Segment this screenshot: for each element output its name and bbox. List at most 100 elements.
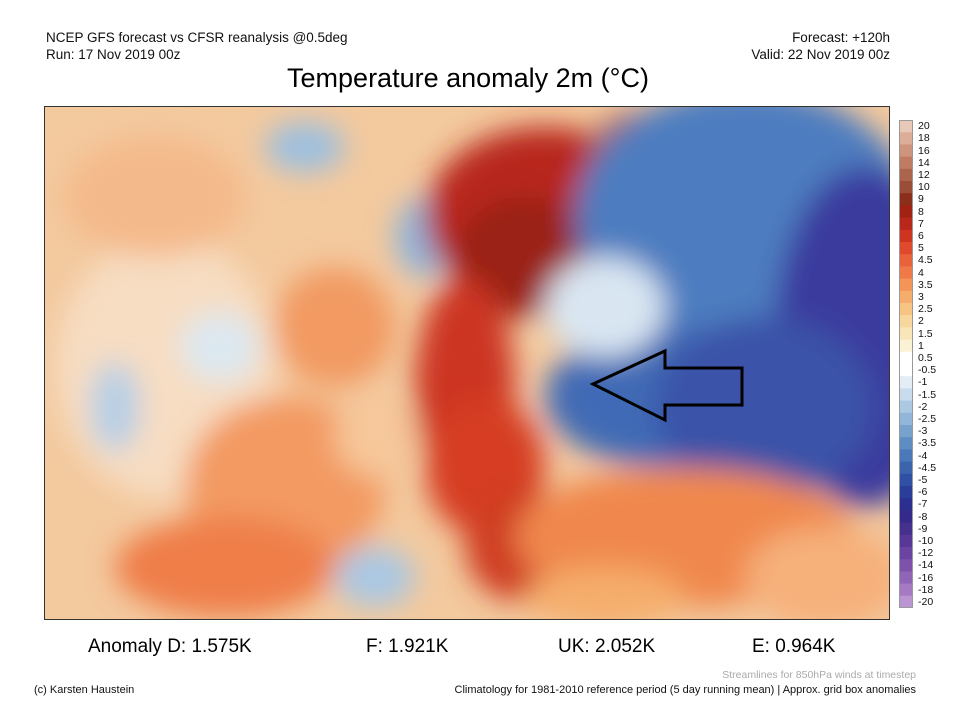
run-label: Run: 17 Nov 2019 00z xyxy=(46,47,181,62)
colorbar-swatch xyxy=(899,351,913,365)
colorbar-swatch xyxy=(899,510,913,523)
colorbar-tick-label: -2 xyxy=(918,400,928,413)
colorbar-swatch xyxy=(899,315,913,328)
colorbar-tick-label: 12 xyxy=(918,168,930,181)
colorbar-tick-label: 20 xyxy=(918,120,930,133)
colorbar-swatch xyxy=(899,522,913,536)
west-pointing-arrow xyxy=(589,348,744,423)
colorbar-swatch xyxy=(899,595,913,608)
colorbar-swatch xyxy=(899,425,913,438)
colorbar-swatch xyxy=(899,534,913,548)
colorbar-swatch xyxy=(899,144,913,157)
colorbar-tick-label: -7 xyxy=(918,498,928,511)
climatology-note: Climatology for 1981-2010 reference peri… xyxy=(454,684,916,696)
colorbar-swatch xyxy=(899,278,913,292)
colorbar-swatch xyxy=(899,498,913,511)
colorbar-tick-label: 1 xyxy=(918,339,924,352)
colorbar-tick-label: -9 xyxy=(918,522,928,535)
colorbar-swatch xyxy=(899,242,913,255)
colorbar-swatch xyxy=(899,571,913,584)
colorbar-tick-label: 18 xyxy=(918,132,930,145)
colorbar-swatch xyxy=(899,473,913,487)
colorbar-tick-label: -6 xyxy=(918,486,928,499)
colorbar-tick-label: -16 xyxy=(918,571,934,584)
colorbar-swatch xyxy=(899,254,913,267)
colorbar-swatch xyxy=(899,583,913,597)
colorbar-tick-label: -5 xyxy=(918,473,928,486)
colorbar-tick-label: -3 xyxy=(918,425,928,438)
colorbar-swatch xyxy=(899,193,913,206)
header-right: Forecast: +120h Valid: 22 Nov 2019 00z xyxy=(751,29,890,63)
colorbar-tick-label: 9 xyxy=(918,193,924,206)
colorbar-swatch xyxy=(899,168,913,182)
colorbar-swatch xyxy=(899,486,913,499)
colorbar-swatch xyxy=(899,290,913,304)
streamlines-note: Streamlines for 850hPa winds at timestep xyxy=(722,669,916,681)
colorbar-swatch xyxy=(899,388,913,401)
colorbar-tick-label: -12 xyxy=(918,547,934,560)
colorbar-tick-label: 7 xyxy=(918,217,924,230)
colorbar-tick-label: 10 xyxy=(918,181,930,194)
colorbar-tick-label: -18 xyxy=(918,583,934,596)
colorbar-tick-label: 4 xyxy=(918,266,924,279)
forecast-label: Forecast: +120h xyxy=(792,30,890,45)
colorbar-tick-label: 1.5 xyxy=(918,327,933,340)
colorbar-swatch xyxy=(899,437,913,450)
header-left: NCEP GFS forecast vs CFSR reanalysis @0.… xyxy=(46,29,348,63)
colorbar-tick-label: -1.5 xyxy=(918,388,937,401)
colorbar-labels: 20 18 16 14 12 10 9 8 7 6 5 4.5 4 3.5 3 2.5 2 1.5 1 0.5 -0.5… xyxy=(918,120,958,608)
anomaly-e: E: 0.964K xyxy=(752,636,836,657)
anomaly-uk: UK: 2.052K xyxy=(558,636,656,657)
colorbar-swatch xyxy=(899,132,913,145)
model-label: NCEP GFS forecast vs CFSR reanalysis @0.… xyxy=(46,30,348,45)
colorbar-tick-label: -4 xyxy=(918,449,928,462)
colorbar-tick-label: 5 xyxy=(918,242,924,255)
valid-label: Valid: 22 Nov 2019 00z xyxy=(751,47,890,62)
colorbar-swatch xyxy=(899,181,913,194)
colorbar xyxy=(899,120,913,608)
colorbar-tick-label: -10 xyxy=(918,534,934,547)
colorbar-tick-label: -0.5 xyxy=(918,364,937,377)
colorbar-tick-label: -3.5 xyxy=(918,437,937,450)
colorbar-swatch xyxy=(899,364,913,377)
colorbar-outline xyxy=(899,120,913,608)
colorbar-swatch xyxy=(899,266,913,279)
colorbar-tick-label: -8 xyxy=(918,510,928,523)
map-title: Temperature anomaly 2m (°C) xyxy=(287,63,649,93)
colorbar-tick-label: -4.5 xyxy=(918,461,937,474)
colorbar-swatch xyxy=(899,217,913,231)
credit-label: (c) Karsten Haustein xyxy=(34,684,135,696)
colorbar-swatch xyxy=(899,120,913,133)
colorbar-tick-label: 8 xyxy=(918,205,924,218)
anomaly-map-canvas xyxy=(45,107,889,619)
colorbar-tick-label: -20 xyxy=(918,595,934,608)
colorbar-tick-label: 14 xyxy=(918,156,930,169)
colorbar-swatch xyxy=(899,156,913,170)
colorbar-swatch xyxy=(899,229,913,243)
colorbar-swatch xyxy=(899,400,913,414)
colorbar-tick-label: 3.5 xyxy=(918,278,933,291)
colorbar-tick-label: -1 xyxy=(918,376,928,389)
colorbar-tick-label: 6 xyxy=(918,229,924,242)
colorbar-swatch xyxy=(899,461,913,475)
anomaly-f: F: 1.921K xyxy=(366,636,449,657)
anomaly-field xyxy=(55,107,889,619)
anomaly-map xyxy=(44,106,890,620)
colorbar-tick-label: 2 xyxy=(918,315,924,328)
colorbar-swatch xyxy=(899,339,913,353)
anomaly-d: Anomaly D: 1.575K xyxy=(88,636,252,657)
colorbar-swatch xyxy=(899,205,913,218)
colorbar-swatch xyxy=(899,547,913,560)
colorbar-tick-label: 16 xyxy=(918,144,930,157)
colorbar-swatch xyxy=(899,559,913,572)
colorbar-tick-label: -2.5 xyxy=(918,412,937,425)
colorbar-tick-label: 0.5 xyxy=(918,351,933,364)
colorbar-swatch xyxy=(899,376,913,389)
colorbar-tick-label: 2.5 xyxy=(918,303,933,316)
colorbar-tick-label: 3 xyxy=(918,290,924,303)
colorbar-swatch xyxy=(899,327,913,340)
colorbar-swatch xyxy=(899,449,913,462)
colorbar-swatch xyxy=(899,412,913,426)
colorbar-tick-label: 4.5 xyxy=(918,254,933,267)
colorbar-swatch xyxy=(899,303,913,316)
